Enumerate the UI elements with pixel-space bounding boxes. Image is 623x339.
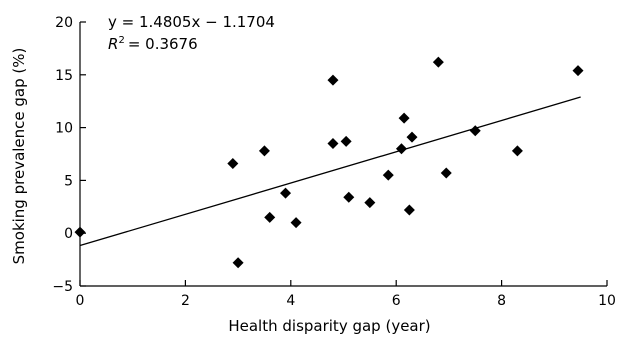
data-point [74,226,86,238]
trendline [79,96,581,247]
data-point [232,257,244,269]
r-symbol: R [108,35,118,53]
trendline-group [79,96,581,247]
data-point [258,145,270,157]
y-tick-label: 5 [64,173,73,189]
points-group [74,56,584,269]
data-point [364,197,376,209]
y-axis-title: Smoking prevalence gap (%) [10,48,28,265]
data-point [440,167,452,179]
x-tick-label: 4 [286,293,295,309]
y-tick-label: 0 [64,226,73,242]
data-point [290,217,302,229]
y-tick-label: −5 [52,279,73,295]
r-squared-label: R2 = 0.3676 [108,35,198,53]
data-point [327,137,339,149]
data-point [280,187,292,199]
data-point [406,131,418,143]
data-point [511,145,523,157]
regression-equation: y = 1.4805x − 1.1704 [108,13,275,31]
data-point [343,191,355,203]
x-tick-label: 8 [497,293,506,309]
data-point [327,74,339,86]
data-point [432,56,444,68]
x-tick-label: 0 [76,293,85,309]
y-tick-label: 10 [55,121,73,137]
data-point [227,158,239,170]
data-point [403,204,415,216]
annotation-group: y = 1.4805x − 1.1704 R2 = 0.3676 [108,13,275,53]
x-tick-label: 10 [598,293,616,309]
r-squared-value: = 0.3676 [128,35,198,53]
axis-titles-group: Health disparity gap (year) Smoking preva… [10,48,431,335]
data-point [398,112,410,124]
x-axis-title: Health disparity gap (year) [228,317,430,335]
data-point [340,135,352,147]
y-tick-label: 15 [55,68,73,84]
x-tick-label: 2 [181,293,190,309]
data-point [469,125,481,137]
y-tick-label: 20 [55,15,73,31]
r-squared-superscript: 2 [118,35,124,46]
data-point [572,65,584,77]
data-point [382,169,394,181]
x-tick-label: 6 [392,293,401,309]
data-point [264,211,276,223]
data-point [395,143,407,155]
